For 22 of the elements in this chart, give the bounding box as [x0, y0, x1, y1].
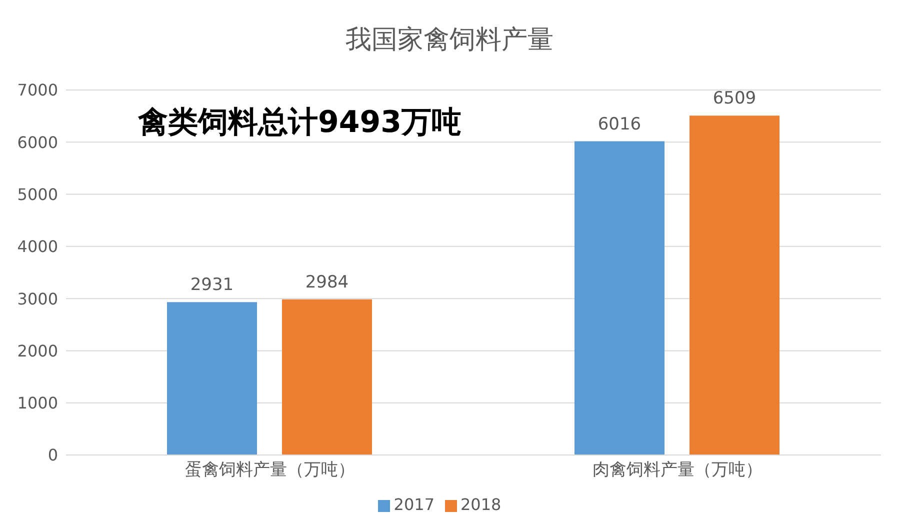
bar	[690, 116, 780, 455]
y-tick-label: 6000	[17, 132, 58, 152]
legend-label: 2017	[394, 495, 434, 514]
annotation: 禽类饲料总计9493万吨	[138, 104, 462, 142]
y-tick-label: 5000	[17, 184, 58, 204]
y-tick-label: 3000	[17, 289, 58, 308]
bar	[574, 141, 664, 455]
y-tick-label: 1000	[17, 394, 58, 413]
data-label: 6509	[712, 88, 756, 109]
data-label: 6016	[598, 114, 642, 134]
data-label: 2931	[190, 275, 234, 296]
legend-label: 2018	[460, 495, 502, 514]
bar	[167, 302, 257, 455]
y-tick-label: 2000	[17, 341, 58, 360]
y-tick-label: 7000	[17, 80, 58, 100]
x-tick-label: 蛋禽饲料产量（万吨）	[184, 460, 355, 480]
x-tick-label: 肉禽饲料产量（万吨）	[592, 460, 762, 480]
chart-title: 我国家禽饲料产量	[344, 24, 554, 57]
y-tick-label: 0	[48, 446, 58, 465]
data-label: 2984	[305, 272, 349, 292]
y-tick-label: 4000	[17, 237, 58, 256]
bar	[282, 299, 372, 455]
